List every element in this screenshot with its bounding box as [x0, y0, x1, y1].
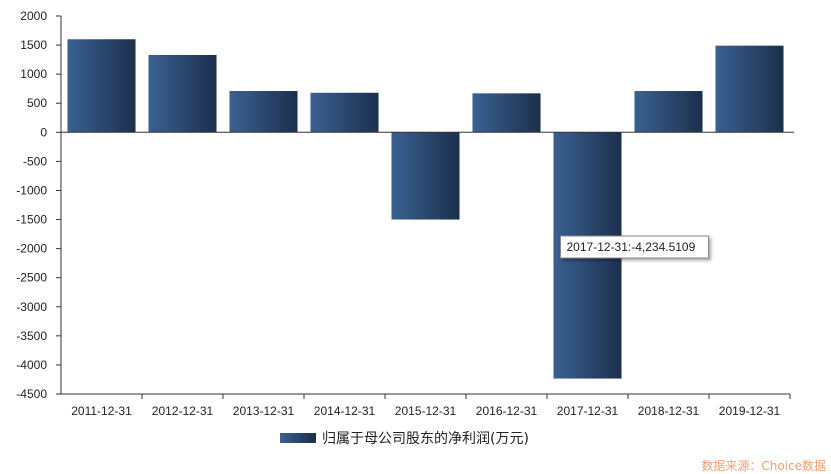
bar-2011-12-31[interactable]	[67, 39, 136, 133]
x-tick-label: 2018-12-31	[638, 404, 700, 418]
bars	[67, 39, 784, 379]
legend-swatch	[280, 433, 316, 443]
x-tick-label: 2014-12-31	[314, 404, 376, 418]
tooltip-text: 2017-12-31:-4,234.5109	[567, 240, 696, 254]
legend[interactable]: 归属于母公司股东的净利润(万元)	[280, 430, 529, 447]
x-tick-label: 2016-12-31	[476, 404, 538, 418]
x-tick-label: 2019-12-31	[719, 404, 781, 418]
y-tick-label: 1500	[20, 38, 47, 52]
y-tick-label: 0	[40, 125, 47, 139]
tooltip-box	[560, 235, 709, 259]
y-tick-label: -4000	[16, 358, 47, 372]
x-tick-label: 2015-12-31	[395, 404, 457, 418]
y-tick-label: -500	[23, 154, 47, 168]
legend-label: 归属于母公司股东的净利润(万元)	[322, 430, 529, 447]
y-tick-label: -4500	[16, 387, 47, 401]
y-tick-label: 1000	[20, 67, 47, 81]
bar-2015-12-31[interactable]	[391, 132, 460, 220]
bar-2019-12-31[interactable]	[715, 45, 784, 133]
y-tick-label: 500	[27, 96, 47, 110]
x-tick-label: 2017-12-31	[557, 404, 619, 418]
y-tick-label: 2000	[20, 9, 47, 23]
bar-2018-12-31[interactable]	[634, 91, 703, 133]
y-tick-label: -2000	[16, 242, 47, 256]
tooltip: 2017-12-31:-4,234.5109	[560, 235, 709, 259]
data-source-label: 数据来源：Choice数据	[701, 458, 826, 473]
bar-2013-12-31[interactable]	[229, 91, 298, 133]
y-tick-label: -3500	[16, 329, 47, 343]
x-tick-label: 2012-12-31	[152, 404, 214, 418]
bar-2016-12-31[interactable]	[472, 93, 541, 133]
x-tick-label: 2011-12-31	[71, 404, 132, 418]
x-tick-label: 2013-12-31	[233, 404, 295, 418]
bar-2012-12-31[interactable]	[148, 54, 217, 133]
y-axis-ticks: 2000 1500 1000 500 0 -500 -1000 -1500 -2000 -2500…	[16, 9, 61, 401]
axes	[60, 16, 794, 395]
y-tick-label: -1000	[16, 183, 47, 197]
y-tick-label: -1500	[16, 213, 47, 227]
x-axis-ticks: 2011-12-31 2012-12-31 2013-12-31 2014-12-31…	[71, 394, 791, 418]
y-tick-label: -2500	[16, 271, 47, 285]
y-tick-label: -3000	[16, 300, 47, 314]
bar-2014-12-31[interactable]	[310, 92, 379, 133]
